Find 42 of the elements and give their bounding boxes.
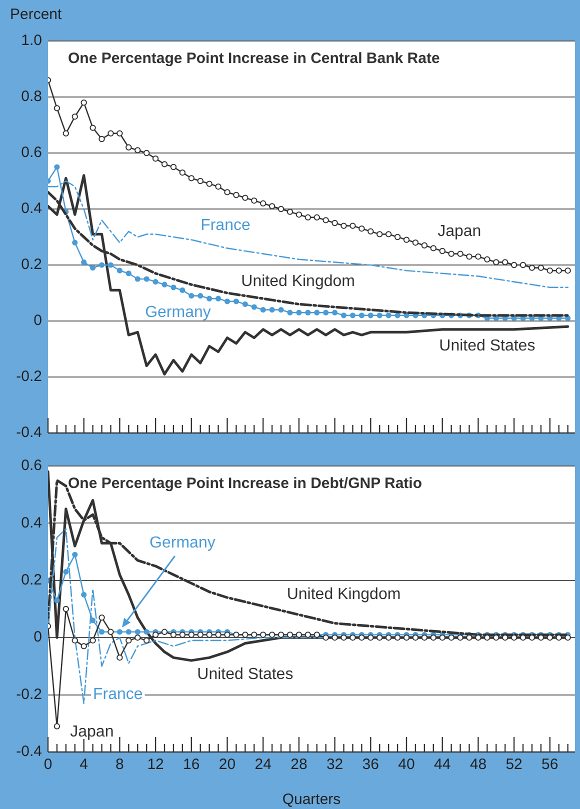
y-tick-label: 0.4: [21, 200, 42, 218]
y-tick-label: 0: [34, 628, 42, 646]
series-label: United Kingdom: [241, 273, 355, 290]
x-tick-label: 28: [290, 756, 308, 774]
x-tick-label: 20: [218, 756, 236, 774]
x-tick-label: 44: [434, 756, 451, 774]
y-tick-label: -0.4: [16, 743, 42, 760]
series-label: Japan: [438, 222, 482, 240]
x-tick-label: 32: [326, 756, 344, 774]
series-label: United States: [439, 338, 536, 355]
y-tick-label: 0.4: [21, 514, 42, 532]
y-tick-label: 0.2: [21, 256, 42, 274]
x-tick-label: 40: [398, 756, 415, 774]
series-label: France: [200, 217, 250, 234]
text: One Percentage Point Increase in Central Bank Rate: [68, 50, 440, 68]
text: One Percentage Point Increase in Debt/GNP Ratio: [68, 475, 422, 492]
y-tick-label: -0.2: [16, 686, 42, 703]
x-tick-label: 36: [362, 756, 379, 774]
x-tick-label: 24: [254, 756, 272, 774]
x-tick-label: 56: [542, 756, 558, 774]
y-axis-title: Percent: [10, 6, 63, 24]
x-axis-title: Quarters: [282, 791, 341, 808]
x-tick-label: 48: [470, 756, 487, 774]
series-label: Japan: [70, 723, 114, 740]
y-tick-label: 0.6: [21, 144, 42, 162]
series-label: Germany: [145, 304, 211, 322]
series-label: France: [93, 686, 143, 704]
x-tick-label: 4: [80, 756, 88, 774]
y-tick-label: -0.4: [16, 424, 42, 442]
x-tick-label: 8: [116, 756, 124, 774]
y-tick-label: 0.2: [21, 572, 42, 589]
y-tick-label: 0.8: [21, 88, 42, 106]
y-tick-label: -0.2: [16, 368, 42, 386]
series-label: United States: [197, 666, 294, 684]
x-tick-label: 16: [183, 756, 200, 774]
text: Germany: [150, 534, 216, 552]
x-tick-label: 52: [506, 756, 522, 774]
y-tick-label: 0: [34, 312, 42, 330]
series-label: United Kingdom: [286, 586, 401, 604]
y-tick-label: 1.0: [21, 32, 42, 50]
y-tick-label: 0.6: [21, 457, 42, 474]
x-tick-label: 12: [147, 756, 164, 774]
